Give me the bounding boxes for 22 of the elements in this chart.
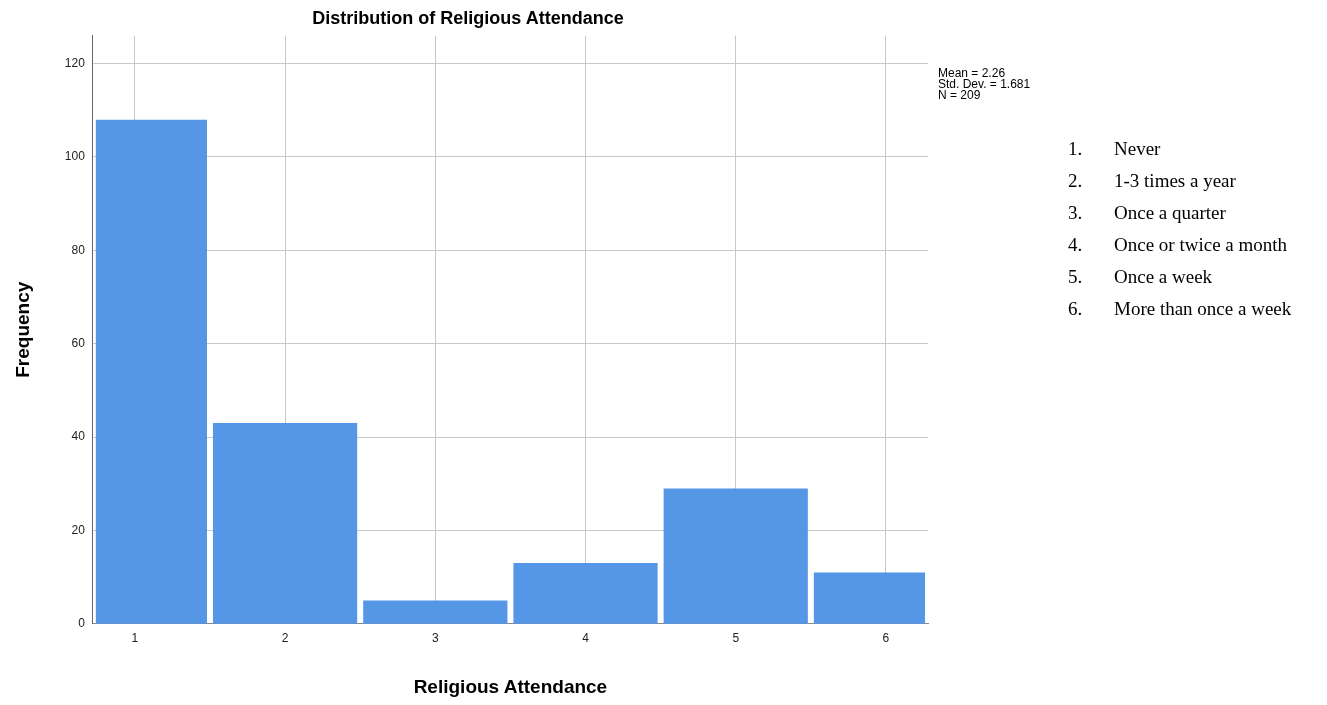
y-tick-label: 60 xyxy=(71,336,86,351)
y-tick-label: 120 xyxy=(64,55,86,70)
text: 5. Once a week xyxy=(1068,266,1213,287)
x-tick-label: 3 xyxy=(431,631,439,646)
text: 4. Once or twice a month xyxy=(1068,234,1288,255)
y-tick-label: 0 xyxy=(78,616,86,631)
x-tick-label: 6 xyxy=(882,631,890,646)
text: 2. 1-3 times a year xyxy=(1068,170,1236,191)
y-tick-label: 100 xyxy=(64,149,86,164)
y-tick-label: 40 xyxy=(71,429,86,444)
x-axis-title: Religious Attendance xyxy=(413,675,608,697)
text: 6. More than once a week xyxy=(1068,298,1292,319)
text: 1. Never xyxy=(1068,138,1161,159)
text: 3. Once a quarter xyxy=(1068,202,1226,223)
x-tick-label: 4 xyxy=(582,631,590,646)
x-tick-label: 2 xyxy=(281,631,289,646)
y-axis-title: Frequency xyxy=(11,281,33,378)
x-tick-label: 5 xyxy=(732,631,740,646)
chart-title: Distribution of Religious Attendance xyxy=(312,7,624,28)
x-tick-label: 1 xyxy=(131,631,139,646)
y-tick-label: 80 xyxy=(71,242,86,257)
y-tick-label: 20 xyxy=(71,522,86,537)
